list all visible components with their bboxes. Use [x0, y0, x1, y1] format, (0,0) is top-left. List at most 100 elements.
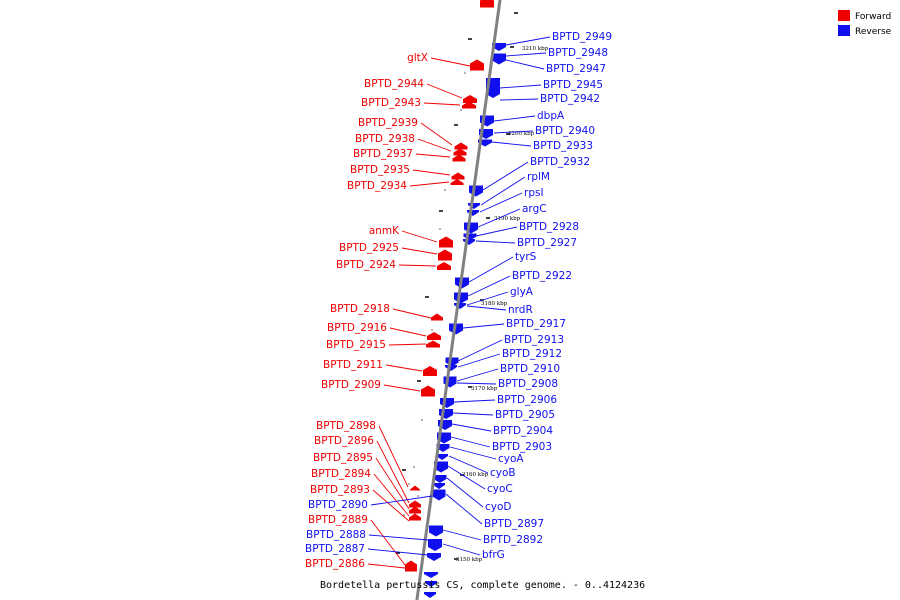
reverse-leader-line — [467, 275, 511, 297]
forward-gene-block — [410, 485, 420, 491]
reverse-gene-label: BPTD_2949 — [552, 31, 612, 43]
forward-gene-block — [421, 385, 435, 397]
forward-gene-block — [451, 172, 465, 180]
forward-leader-line — [420, 122, 453, 146]
forward-leader-line — [372, 489, 410, 522]
reverse-gene-block — [436, 454, 448, 460]
forward-gene-label: BPTD_2886 — [305, 558, 365, 570]
reverse-gene-block — [429, 525, 443, 537]
reverse-gene-label: BPTD_2922 — [512, 270, 572, 282]
reverse-gene-block — [428, 539, 442, 551]
forward-gene-label: BPTD_2934 — [347, 180, 407, 192]
forward-leader-line — [378, 425, 409, 488]
reverse-gene-label: BPTD_2913 — [504, 334, 564, 346]
reverse-leader-line — [367, 548, 429, 556]
scale-label: 3210 kbp — [522, 46, 549, 52]
reverse-leader-line — [450, 436, 491, 448]
reverse-leader-line — [505, 59, 545, 70]
forward-gene-block — [450, 179, 464, 185]
forward-gene-label: anmK — [369, 225, 400, 237]
reverse-gene-block — [432, 489, 446, 501]
scale-label: 3180 kbp — [481, 301, 508, 307]
reverse-leader-line — [453, 399, 496, 403]
forward-leader-line — [401, 230, 438, 243]
forward-gene-block — [437, 262, 451, 270]
track-dot — [431, 329, 433, 331]
reverse-gene-block — [454, 292, 468, 304]
reverse-gene-block — [440, 398, 454, 408]
reverse-leader-line — [457, 339, 503, 362]
forward-gene-block — [452, 154, 466, 162]
forward-leader-line — [401, 247, 438, 255]
reverse-gene-block — [427, 553, 441, 561]
track-dot — [444, 189, 446, 191]
reverse-gene-block — [464, 222, 478, 234]
scale-label: 3190 kbp — [494, 216, 521, 222]
track-dot — [421, 419, 423, 421]
forward-gene-block — [431, 313, 443, 321]
forward-gene-label: BPTD_2939 — [358, 117, 418, 129]
reverse-gene-block — [425, 581, 437, 587]
reverse-leader-line — [452, 412, 494, 416]
reverse-leader-line — [466, 291, 509, 306]
reverse-gene-block — [436, 444, 450, 452]
reverse-gene-label: rpsI — [524, 187, 544, 199]
forward-gene-block — [405, 560, 417, 572]
reverse-gene-label: BPTD_2908 — [498, 378, 558, 390]
forward-gene-label: BPTD_2938 — [355, 133, 415, 145]
forward-gene-block — [454, 142, 468, 150]
reverse-gene-label: BPTD_2888 — [306, 529, 366, 541]
forward-gene-block — [409, 506, 421, 514]
forward-gene-block — [480, 0, 494, 8]
forward-gene-label: gltX — [407, 52, 428, 64]
forward-leader-line — [376, 440, 410, 504]
reverse-leader-line — [479, 192, 523, 213]
forward-gene-label: BPTD_2894 — [311, 468, 371, 480]
reverse-leader-line — [451, 423, 492, 432]
forward-gene-block — [438, 249, 452, 261]
reverse-gene-label: cyoD — [485, 501, 512, 513]
forward-gene-label: BPTD_2911 — [323, 359, 383, 371]
forward-gene-label: BPTD_2944 — [364, 78, 424, 90]
forward-gene-label: BPTD_2916 — [327, 322, 387, 334]
reverse-leader-line — [482, 161, 529, 191]
forward-gene-block — [409, 513, 421, 521]
forward-gene-label: BPTD_2924 — [336, 259, 396, 271]
forward-gene-label: BPTD_2895 — [313, 452, 373, 464]
reverse-gene-label: BPTD_2890 — [308, 499, 368, 511]
scale-label: 3160 kbp — [462, 472, 489, 478]
forward-gene-block — [427, 332, 441, 340]
genome-backbone — [415, 0, 502, 600]
track-dot — [460, 109, 462, 111]
reverse-gene-label: cyoC — [487, 483, 513, 495]
reverse-leader-line — [462, 323, 505, 329]
reverse-gene-label: cyoA — [498, 453, 524, 465]
reverse-gene-block — [469, 185, 483, 197]
reverse-leader-line — [499, 98, 539, 101]
reverse-gene-label: dbpA — [537, 110, 565, 122]
reverse-gene-block — [424, 592, 436, 598]
reverse-gene-label: BPTD_2927 — [517, 237, 577, 249]
reverse-leader-line — [446, 477, 484, 508]
reverse-gene-label: BPTD_2933 — [533, 140, 593, 152]
reverse-gene-label: BPTD_2940 — [535, 125, 595, 137]
reverse-gene-block — [454, 303, 466, 309]
reverse-gene-block — [434, 461, 448, 473]
reverse-leader-line — [442, 543, 481, 556]
forward-leader-line — [415, 153, 451, 158]
legend-reverse-swatch — [838, 25, 850, 36]
reverse-gene-label: BPTD_2932 — [530, 156, 590, 168]
forward-gene-block — [426, 340, 440, 348]
forward-leader-line — [398, 264, 437, 267]
reverse-leader-line — [505, 36, 551, 46]
reverse-leader-line — [370, 495, 433, 506]
forward-leader-line — [385, 364, 423, 372]
forward-gene-label: BPTD_2918 — [330, 303, 390, 315]
reverse-leader-line — [475, 226, 518, 237]
forward-leader-line — [389, 327, 427, 337]
reverse-leader-line — [457, 353, 501, 368]
forward-gene-label: BPTD_2909 — [321, 379, 381, 391]
reverse-gene-label: glyA — [510, 286, 534, 298]
forward-leader-line — [388, 343, 427, 346]
reverse-leader-line — [477, 208, 521, 228]
